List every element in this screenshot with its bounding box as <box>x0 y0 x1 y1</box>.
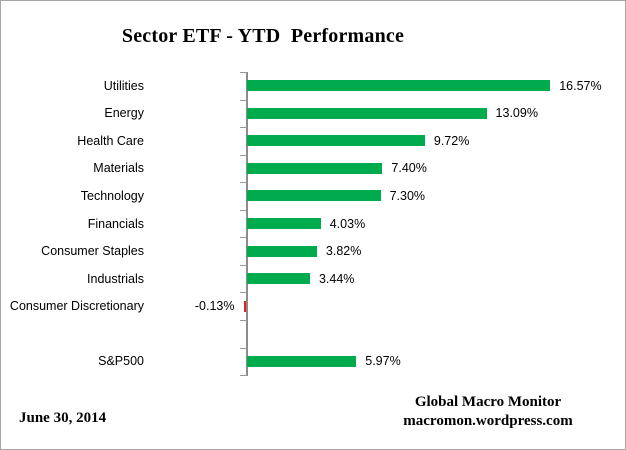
bar-financials <box>247 218 321 230</box>
category-label-industrials: Industrials <box>87 271 144 286</box>
value-label-technology: 7.30% <box>389 188 426 203</box>
value-label-consumer-staples: 3.82% <box>325 244 362 259</box>
axis-tick <box>240 375 247 376</box>
value-label-s-p500: 5.97% <box>365 354 401 369</box>
value-label-materials: 7.40% <box>391 161 427 176</box>
axis-tick <box>240 265 247 266</box>
bar-health-care <box>247 135 425 147</box>
footer-date: June 30, 2014 <box>19 410 107 426</box>
category-label-technology: Technology <box>80 188 144 203</box>
category-label-energy: Energy <box>104 106 144 121</box>
axis-tick <box>240 348 247 349</box>
bar-consumer-staples <box>247 245 317 257</box>
axis-tick <box>240 155 247 156</box>
axis-tick <box>240 237 247 238</box>
axis-tick <box>240 72 247 73</box>
bar-s-p500 <box>247 355 357 367</box>
bar-energy <box>247 107 487 119</box>
bar-utilities <box>247 80 551 92</box>
value-label-financials: 4.03% <box>329 216 366 231</box>
axis-tick <box>240 182 247 183</box>
chart-title: Sector ETF - YTD Performance <box>121 25 405 47</box>
value-label-consumer-discretionary: -0.13% <box>194 299 235 314</box>
bar-industrials <box>247 273 310 285</box>
value-label-energy: 13.09% <box>495 106 538 121</box>
category-label-materials: Materials <box>93 161 144 176</box>
value-label-industrials: 3.44% <box>318 271 355 286</box>
category-label-health-care: Health Care <box>77 133 144 148</box>
category-label-utilities: Utilities <box>103 78 144 93</box>
value-label-utilities: 16.57% <box>559 78 602 93</box>
bar-materials <box>247 162 383 174</box>
axis-tick <box>240 127 247 128</box>
brand-url: macromon.wordpress.com <box>403 412 573 429</box>
axis-tick <box>240 210 247 211</box>
axis-tick <box>240 100 247 101</box>
category-label-s-p500: S&P500 <box>98 354 144 369</box>
category-label-financials: Financials <box>87 216 144 231</box>
value-label-health-care: 9.72% <box>433 133 470 148</box>
bar-technology <box>247 190 381 202</box>
footer-brand: Global Macro Monitor macromon.wordpress.… <box>378 393 598 430</box>
category-label-consumer-staples: Consumer Staples <box>41 244 144 259</box>
brand-name: Global Macro Monitor <box>414 394 562 410</box>
axis-tick <box>240 292 247 293</box>
bar-consumer-discretionary <box>243 300 246 312</box>
category-label-consumer-discretionary: Consumer Discretionary <box>9 299 144 314</box>
axis-tick <box>240 320 247 321</box>
